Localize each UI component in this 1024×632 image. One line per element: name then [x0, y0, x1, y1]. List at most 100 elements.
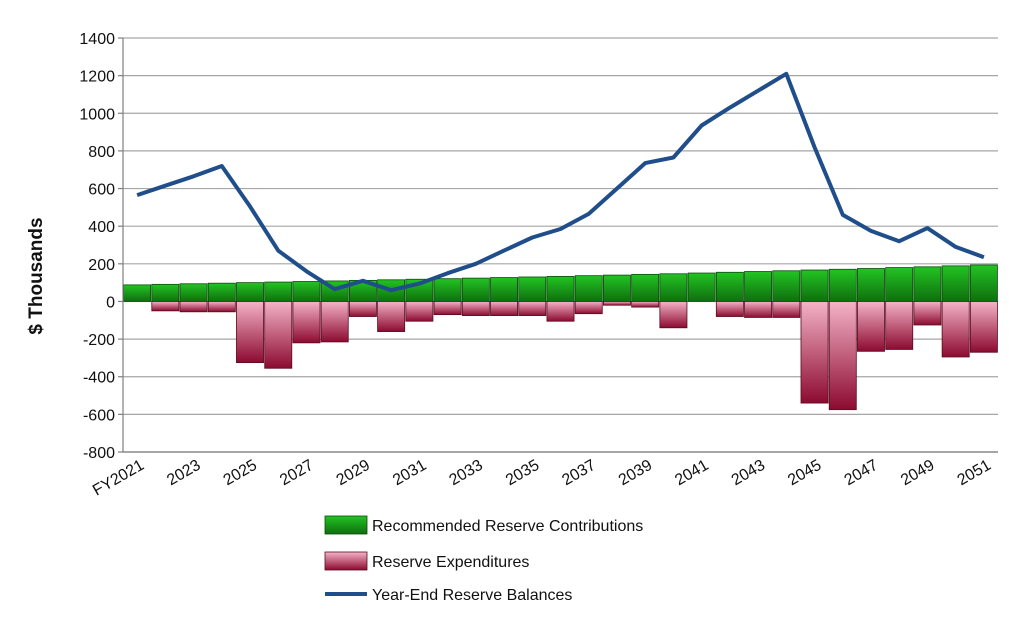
contribution-bar — [574, 275, 603, 302]
contribution-bar — [207, 282, 236, 302]
contribution-bar — [687, 272, 716, 302]
contribution-bars — [123, 264, 998, 302]
expenditure-bar — [659, 301, 688, 329]
x-tick-label: 2047 — [842, 457, 881, 490]
y-tick-label: 400 — [88, 219, 115, 236]
expenditure-bar — [518, 301, 547, 316]
y-tick-label: 600 — [88, 182, 115, 199]
contribution-bar — [969, 264, 998, 302]
y-tick-label: -600 — [83, 407, 115, 424]
expenditure-bar — [913, 301, 942, 326]
contribution-bar — [151, 283, 180, 302]
x-tick-label: 2023 — [164, 457, 203, 490]
x-tick-label: 2039 — [616, 457, 655, 490]
x-tick-label: 2027 — [277, 457, 316, 490]
expenditure-bar — [715, 301, 744, 317]
expenditure-bar — [828, 301, 857, 411]
gridlines — [123, 37, 998, 453]
y-tick-label: 1400 — [79, 31, 115, 48]
contribution-bar — [828, 268, 857, 302]
contribution-bar — [123, 284, 152, 302]
legend-label-expenditures: Reserve Expenditures — [372, 554, 529, 571]
contribution-bar — [800, 269, 829, 302]
y-tick-label: -400 — [83, 370, 115, 387]
y-tick-labels: 1400 1200 1000 800 600 400 200 0 -200 -400 -600 -80… — [79, 31, 115, 462]
expenditure-bar — [574, 301, 603, 315]
legend: Recommended Reserve Contributions Reserve… — [324, 515, 643, 604]
balance-line — [136, 71, 985, 293]
contribution-bar — [857, 268, 885, 302]
contribution-bar — [631, 273, 660, 302]
contribution-bar — [744, 271, 773, 302]
x-tick-label: 2033 — [446, 457, 485, 490]
expenditure-bar — [969, 301, 998, 353]
contribution-bar — [715, 271, 744, 302]
x-tick-label: 2029 — [334, 457, 373, 490]
expenditure-bar — [264, 301, 293, 369]
expenditure-bar — [179, 301, 208, 313]
contribution-bar — [941, 265, 970, 302]
contribution-bar — [913, 266, 942, 302]
expenditure-bars — [151, 301, 998, 411]
contribution-bar — [518, 276, 547, 302]
y-tick-label: 1000 — [79, 106, 115, 123]
y-tick-label: 200 — [88, 257, 115, 274]
contribution-bar — [490, 277, 518, 302]
expenditure-bar — [461, 301, 490, 316]
x-tick-label: FY2021 — [90, 457, 147, 500]
expenditure-bar — [631, 301, 660, 308]
expenditure-bar — [857, 301, 885, 352]
x-tick-label: 2043 — [729, 457, 768, 490]
x-tick-label: 2051 — [955, 457, 994, 490]
y-tick-label: 800 — [88, 144, 115, 161]
x-tick-label: 2045 — [785, 457, 824, 490]
expenditure-bar — [941, 301, 970, 358]
x-tick-label: 2031 — [390, 457, 429, 490]
balance-line-layer — [136, 71, 985, 293]
x-tick-label: 2037 — [559, 457, 598, 490]
contribution-bar — [659, 273, 688, 302]
contribution-bar — [433, 278, 462, 302]
expenditure-bar — [320, 301, 349, 343]
expenditure-bar — [433, 301, 462, 316]
axes — [118, 37, 998, 453]
x-tick-label: 2035 — [503, 457, 542, 490]
expenditure-bar — [603, 301, 631, 306]
expenditure-bar — [546, 301, 575, 322]
expenditure-bar — [292, 301, 321, 344]
y-tick-label: 1200 — [79, 69, 115, 86]
expenditure-bar — [207, 301, 236, 313]
y-tick-label: 0 — [106, 294, 115, 311]
y-axis-label: $ Thousands — [26, 217, 47, 334]
x-tick-label: 2041 — [672, 457, 711, 490]
expenditure-bar — [800, 301, 829, 404]
contribution-bar — [461, 277, 490, 302]
expenditure-bar — [490, 301, 518, 316]
expenditure-bar — [151, 301, 180, 312]
expenditure-bar — [348, 301, 377, 317]
x-tick-label: 2025 — [221, 457, 260, 490]
x-tick-label: 2049 — [898, 457, 937, 490]
contribution-bar — [885, 267, 914, 302]
contribution-bar — [603, 274, 631, 302]
legend-label-contributions: Recommended Reserve Contributions — [372, 518, 643, 535]
expenditure-bar — [772, 301, 801, 318]
expenditure-bar — [236, 301, 264, 364]
expenditure-bar — [744, 301, 773, 318]
y-tick-label: -800 — [83, 445, 115, 462]
contribution-bar — [546, 276, 575, 302]
contribution-bar — [236, 282, 264, 302]
y-tick-label: -200 — [83, 332, 115, 349]
expenditure-bar — [377, 301, 406, 332]
legend-swatch-expenditures — [324, 551, 368, 571]
expenditure-bar — [405, 301, 434, 322]
contribution-bar — [179, 283, 208, 302]
x-tick-labels: FY2021 2023 2025 2027 2029 2031 2033 2035 2037 20… — [90, 457, 994, 500]
contribution-bar — [264, 281, 293, 302]
expenditure-bar — [885, 301, 914, 350]
contribution-bar — [292, 281, 321, 302]
legend-label-balances: Year-End Reserve Balances — [372, 587, 572, 604]
contribution-bar — [772, 270, 801, 302]
legend-swatch-contributions — [324, 515, 368, 535]
